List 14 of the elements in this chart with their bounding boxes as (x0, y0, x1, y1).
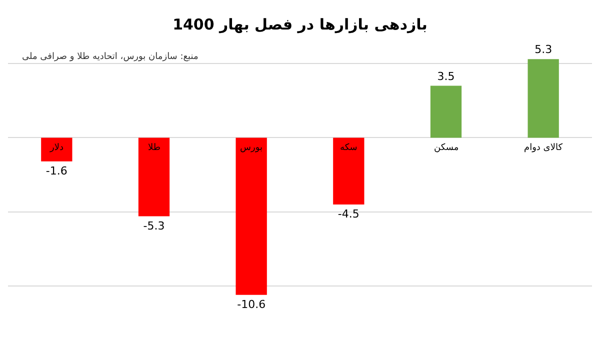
x-tick-label: کالای دوام (524, 143, 564, 153)
data-label: -1.6 (46, 164, 68, 178)
x-tick-label: مسکن (434, 143, 459, 153)
chart-title: بازدهی بازارها در فصل بهار 1400 (172, 15, 428, 34)
x-tick-label: سکه (340, 143, 358, 153)
x-tick-label: دلار (49, 143, 64, 153)
data-label: -10.6 (237, 298, 266, 311)
data-label: -5.3 (143, 219, 165, 232)
data-label: 3.5 (437, 70, 455, 83)
x-tick-label: بورس (240, 143, 262, 153)
data-label: -4.5 (338, 207, 360, 220)
data-label: 5.3 (534, 43, 552, 56)
x-tick-label: طلا (148, 143, 161, 153)
annotation: منبع: سازمان بورس، اتحادیه طلا و صرافی ملی (22, 52, 198, 62)
